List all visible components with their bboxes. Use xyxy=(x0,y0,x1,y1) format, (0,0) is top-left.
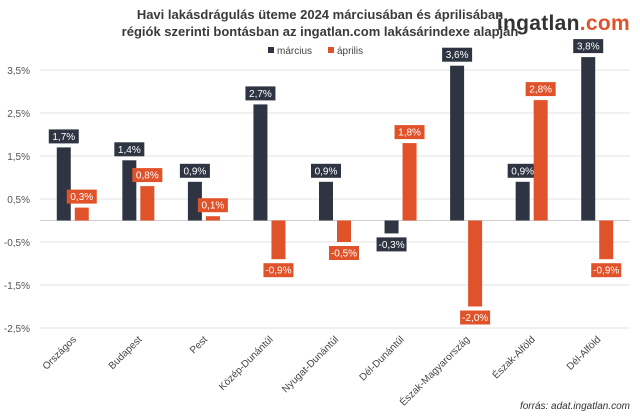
x-tick-label: Budapest xyxy=(107,334,145,372)
bar-április-Budapest xyxy=(140,186,155,221)
data-label-box xyxy=(591,263,622,278)
bar-március-Dél-Alföld xyxy=(581,57,596,221)
data-label-box xyxy=(507,163,538,178)
y-tick-label: -0,5% xyxy=(4,238,30,249)
source-note: forrás: adat.ingatlan.com xyxy=(519,401,630,412)
data-label-box xyxy=(525,82,556,97)
data-label-box xyxy=(114,142,145,157)
bar-április-Nyugat-Dunántúl xyxy=(337,220,351,242)
legend-swatch-április xyxy=(328,47,334,53)
data-label-box xyxy=(394,125,425,140)
bar-április-Közép-Dunántúl xyxy=(271,220,286,260)
legend-swatch-március xyxy=(268,47,274,53)
y-tick-label: -1,5% xyxy=(4,281,30,292)
data-label: 0,9% xyxy=(511,166,534,177)
data-label: -0,3% xyxy=(378,240,404,251)
data-label-box xyxy=(179,163,210,178)
y-tick-label: 3,5% xyxy=(7,66,30,77)
ingatlan-logo: ingatlan.com xyxy=(496,12,630,35)
data-label: 2,7% xyxy=(249,89,272,100)
data-label-box xyxy=(245,86,276,101)
data-label-box xyxy=(376,237,407,252)
data-label: 0,1% xyxy=(201,201,224,212)
x-tick-label: Országos xyxy=(41,334,79,372)
data-label-box xyxy=(48,129,79,144)
data-label: 3,8% xyxy=(577,42,600,53)
x-tick-label: Dél-Dunántúl xyxy=(358,334,407,383)
chart-title-line-2: régiók szerinti bontásban az ingatlan.co… xyxy=(121,24,519,39)
bar-április-Észak-Magyarország xyxy=(468,220,483,307)
data-label: -0,9% xyxy=(265,266,291,277)
x-tick-label: Észak-Magyarország xyxy=(397,333,473,409)
x-tick-label: Észak-Alföld xyxy=(489,333,537,381)
data-label: 0,8% xyxy=(136,171,159,182)
data-label-box xyxy=(460,310,491,325)
legend-label-március: március xyxy=(277,46,312,57)
bar-március-Közép-Dunántúl xyxy=(253,104,268,221)
bar-március-Nyugat-Dunántúl xyxy=(319,181,333,221)
bar-március-Országos xyxy=(56,147,71,221)
data-label-box xyxy=(197,198,228,213)
legend-label-április: április xyxy=(337,46,363,57)
data-label: 0,9% xyxy=(183,166,206,177)
bar-március-Észak-Alföld xyxy=(515,181,530,221)
data-label: -0,5% xyxy=(331,249,357,260)
data-label-box xyxy=(573,39,604,54)
data-label-box xyxy=(263,263,294,278)
data-label-box xyxy=(132,168,163,183)
bar-április-Dél-Dunántúl xyxy=(402,143,417,221)
bar-április-Pest xyxy=(205,216,220,221)
x-tick-label: Dél-Alföld xyxy=(565,334,603,372)
x-tick-label: Közép-Dunántúl xyxy=(217,334,275,392)
y-tick-label: 2,5% xyxy=(7,109,30,120)
data-label: 1,4% xyxy=(118,145,141,156)
data-label-box xyxy=(66,189,97,204)
data-label: 2,8% xyxy=(529,85,552,96)
bar-április-Észak-Alföld xyxy=(533,100,548,221)
data-label: 1,8% xyxy=(398,128,421,139)
data-label: 3,6% xyxy=(446,50,469,61)
bar-április-Országos xyxy=(74,207,89,221)
y-tick-label: 0,5% xyxy=(7,195,30,206)
chart-title-line-1: Havi lakásdrágulás üteme 2024 márciusába… xyxy=(136,7,504,22)
y-tick-label: -2,5% xyxy=(4,324,30,335)
data-label-box xyxy=(329,246,359,260)
data-label-box xyxy=(442,47,473,62)
x-tick-label: Pest xyxy=(188,334,210,356)
data-label: 1,7% xyxy=(52,132,75,143)
bar-március-Dél-Dunántúl xyxy=(384,220,399,234)
data-label: 0,3% xyxy=(70,192,93,203)
data-label-box xyxy=(311,163,341,178)
chart-title: Havi lakásdrágulás üteme 2024 márciusába… xyxy=(0,6,640,40)
data-label: 0,9% xyxy=(315,166,338,177)
bar-április-Dél-Alföld xyxy=(599,220,614,260)
x-tick-label: Nyugat-Dunántúl xyxy=(280,334,341,395)
y-tick-label: 1,5% xyxy=(7,152,30,163)
bar-március-Észak-Magyarország xyxy=(450,65,465,221)
data-label: -2,0% xyxy=(462,313,488,324)
data-label: -0,9% xyxy=(593,266,619,277)
